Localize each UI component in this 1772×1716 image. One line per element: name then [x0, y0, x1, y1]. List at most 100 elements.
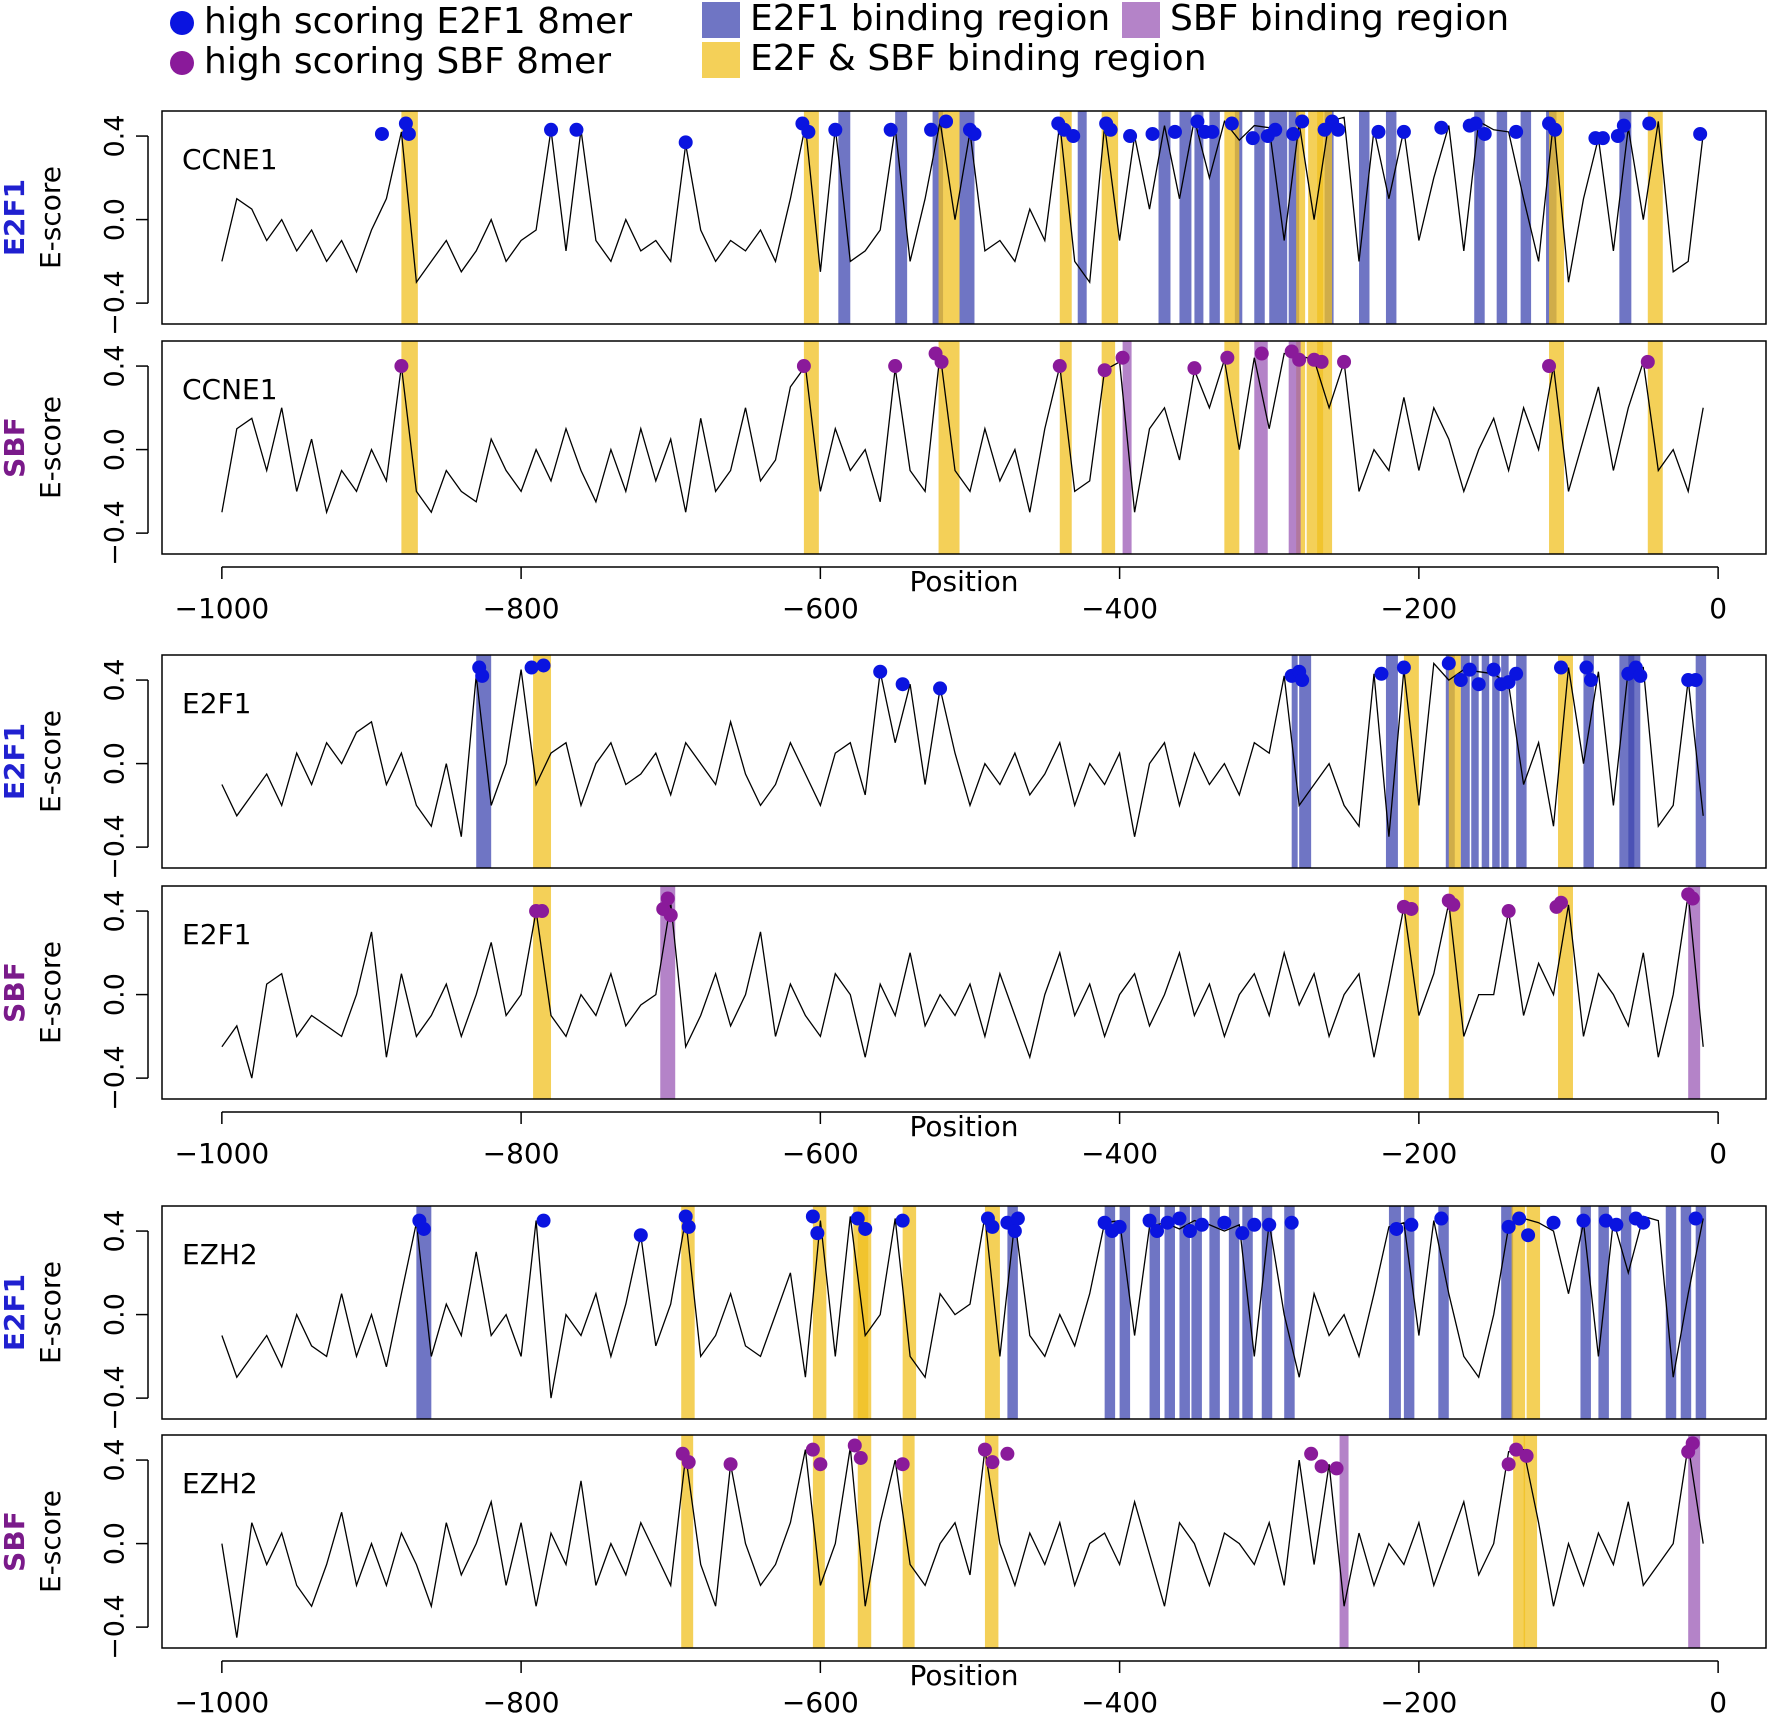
y-tick-label: 0.4 [100, 890, 131, 933]
y-axis-label: E-score [34, 710, 67, 813]
high-scoring-8mer [1519, 1448, 1534, 1463]
high-scoring-8mer [853, 1450, 868, 1465]
high-scoring-8mer [1610, 129, 1625, 144]
high-scoring-8mer [810, 1226, 825, 1241]
high-scoring-8mer [1685, 1436, 1700, 1451]
gene-label: CCNE1 [182, 373, 278, 406]
high-scoring-8mer [1010, 1211, 1025, 1226]
binding-region [1583, 655, 1594, 868]
y-tick-label: 0.0 [100, 198, 131, 241]
binding-region [1516, 655, 1527, 868]
x-tick-label: −600 [782, 1137, 859, 1170]
high-scoring-8mer [805, 1209, 820, 1224]
binding-region [533, 655, 552, 868]
binding-region [1242, 1206, 1253, 1419]
x-tick-label: −600 [782, 592, 859, 625]
high-scoring-8mer [924, 122, 939, 137]
high-scoring-8mer [977, 1442, 992, 1457]
binding-region [1269, 111, 1288, 324]
binding-region [902, 1206, 917, 1419]
high-scoring-8mer [1501, 1457, 1516, 1472]
binding-region [1580, 1206, 1591, 1419]
binding-region [857, 1435, 872, 1648]
high-scoring-8mer [1115, 350, 1130, 365]
high-scoring-8mer [394, 359, 409, 374]
binding-region [1101, 111, 1119, 324]
high-scoring-8mer [888, 359, 903, 374]
high-scoring-8mer [1598, 1213, 1613, 1228]
high-scoring-8mer [1187, 361, 1202, 376]
factor-label: E2F1 [0, 179, 31, 256]
high-scoring-8mer [813, 1457, 828, 1472]
y-tick-label: 0.0 [100, 1522, 131, 1565]
high-scoring-8mer [873, 664, 888, 679]
binding-region [1149, 1206, 1161, 1419]
y-tick-label: −0.4 [100, 500, 131, 566]
legend-swatch [1122, 2, 1160, 38]
factor-label: E2F1 [0, 1274, 31, 1351]
plot-frame [161, 340, 1767, 555]
high-scoring-8mer [1371, 124, 1386, 139]
high-scoring-8mer [1579, 660, 1594, 675]
binding-region [1501, 1206, 1514, 1419]
high-scoring-8mer [1468, 116, 1483, 131]
binding-region [812, 1435, 825, 1648]
binding-region [803, 111, 819, 324]
high-scoring-8mer [1205, 124, 1220, 139]
high-scoring-8mer [850, 1211, 865, 1226]
high-scoring-8mer [1633, 668, 1648, 683]
binding-region [1520, 111, 1532, 324]
high-scoring-8mer [1609, 1217, 1624, 1232]
binding-region [1695, 655, 1707, 868]
high-scoring-8mer [1462, 662, 1477, 677]
high-scoring-8mer [1404, 901, 1419, 916]
binding-region [1122, 341, 1132, 554]
binding-region [1460, 655, 1470, 868]
factor-label: E2F1 [0, 723, 31, 800]
high-scoring-8mer [1693, 126, 1708, 141]
high-scoring-8mer [1337, 354, 1352, 369]
high-scoring-8mer [681, 1219, 696, 1234]
legend-marker [170, 51, 194, 75]
binding-region [938, 111, 960, 324]
binding-region [1339, 1435, 1349, 1648]
high-scoring-8mer [1509, 666, 1524, 681]
binding-region [1059, 111, 1072, 324]
binding-region [681, 1435, 694, 1648]
binding-region [1496, 111, 1508, 324]
binding-region [1481, 655, 1490, 868]
high-scoring-8mer [985, 1219, 1000, 1234]
binding-region [1511, 1206, 1526, 1419]
high-scoring-8mer [805, 1442, 820, 1457]
high-scoring-8mer [1688, 673, 1703, 688]
high-scoring-8mer [1453, 673, 1468, 688]
high-scoring-8mer [1396, 660, 1411, 675]
binding-region [1438, 1206, 1449, 1419]
binding-region [984, 1206, 1000, 1419]
binding-region [1403, 886, 1419, 1099]
high-scoring-8mer [1512, 1211, 1527, 1226]
high-scoring-8mer [1235, 1226, 1250, 1241]
plot-frame [161, 885, 1767, 1100]
x-tick-label: −1000 [174, 1686, 269, 1716]
binding-region [1558, 655, 1573, 868]
x-tick-label: −1000 [174, 592, 269, 625]
binding-region [803, 341, 819, 554]
high-scoring-8mer [401, 126, 416, 141]
high-scoring-8mer [1217, 1215, 1232, 1230]
binding-region [1688, 1435, 1701, 1648]
high-scoring-8mer [847, 1438, 862, 1453]
binding-region [1549, 111, 1565, 324]
binding-region [1620, 1206, 1632, 1419]
high-scoring-8mer [524, 660, 539, 675]
binding-region [1526, 1206, 1541, 1419]
high-scoring-8mer [895, 1213, 910, 1228]
binding-region [1284, 1206, 1295, 1419]
binding-region [476, 655, 492, 868]
x-tick-label: −600 [782, 1686, 859, 1716]
high-scoring-8mer [1521, 1228, 1536, 1243]
x-tick-label: −400 [1081, 1686, 1158, 1716]
x-tick-label: −400 [1081, 1137, 1158, 1170]
high-scoring-8mer [933, 681, 948, 696]
